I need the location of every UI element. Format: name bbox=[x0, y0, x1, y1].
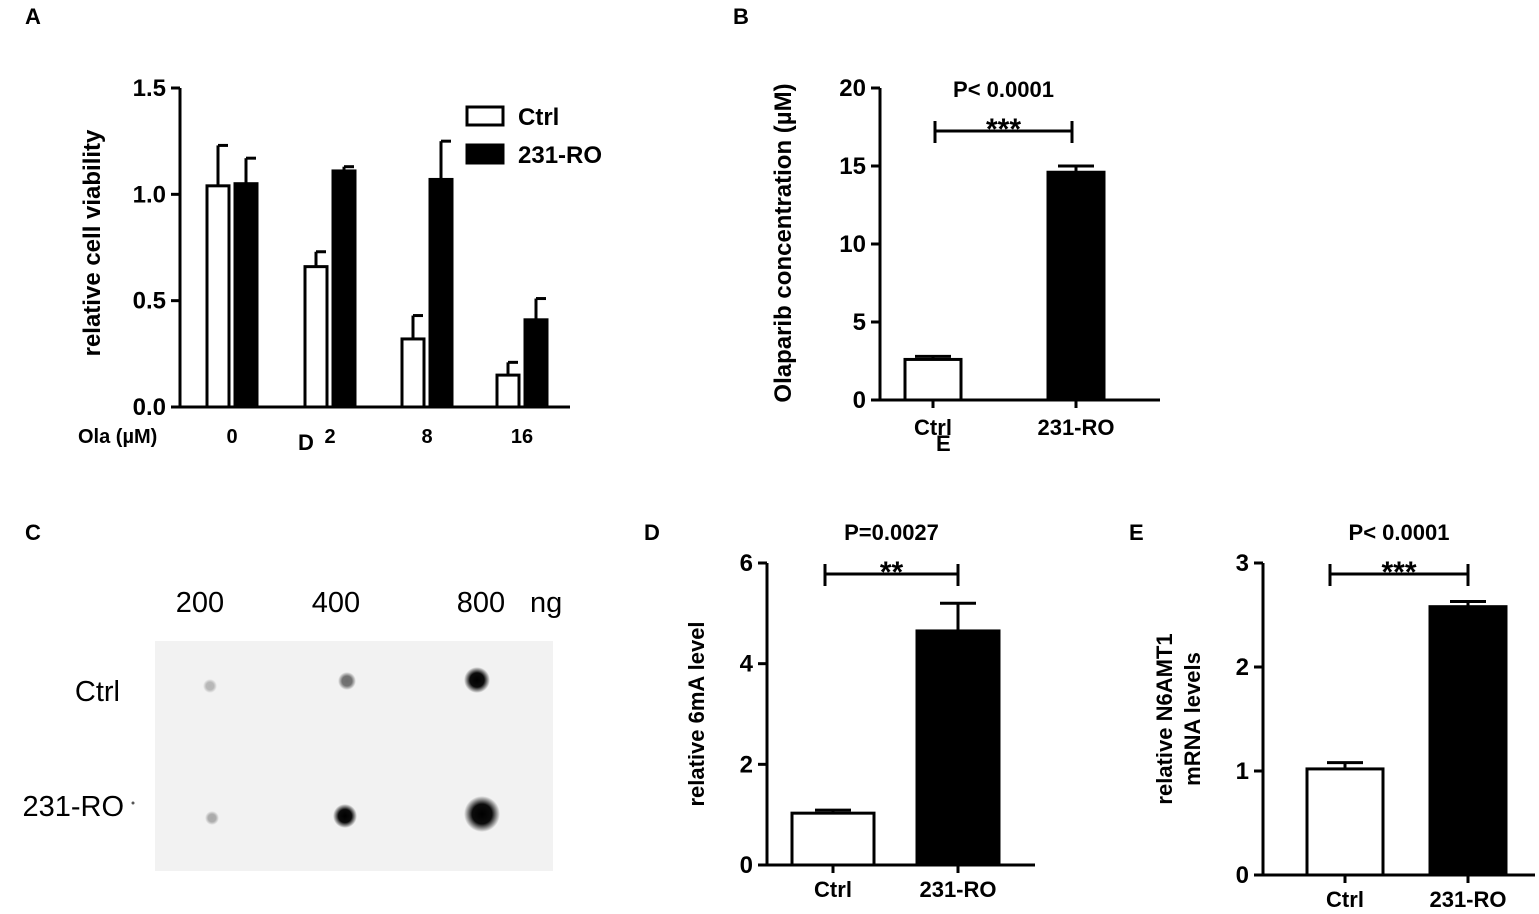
blot-unit-label: ng bbox=[530, 587, 562, 619]
x-category-label: Ctrl bbox=[914, 415, 952, 440]
bar bbox=[303, 265, 329, 409]
blot-amount-label: 400 bbox=[312, 587, 360, 619]
blot-amount-label: 200 bbox=[176, 587, 224, 619]
p-value-label: P< 0.0001 bbox=[953, 77, 1054, 102]
x-category-label: Ctrl bbox=[1326, 887, 1364, 912]
stray-label-d: D bbox=[298, 430, 314, 455]
chart-a-cell-viability: relative cell viability Ola (µM) 0.0 0.5 1… bbox=[78, 75, 602, 448]
y-tick-label: 0.5 bbox=[133, 288, 166, 315]
chart-e-y-axis-label-line2: mRNA levels bbox=[1180, 652, 1205, 786]
y-tick-label: 6 bbox=[740, 550, 753, 577]
x-category-label: 231-RO bbox=[1429, 887, 1506, 912]
legend-swatch bbox=[465, 105, 505, 127]
y-tick-label: 0.0 bbox=[133, 394, 166, 421]
dot-blot: 200 400 800 ng Ctrl 231-RO bbox=[22, 587, 562, 871]
chart-e-n6amt1-mrna: relative N6AMT1 mRNA levels 0 1 2 3 Ctrl 231-… bbox=[1152, 520, 1535, 912]
blot-dot bbox=[205, 811, 219, 825]
panel-letter-b: B bbox=[733, 4, 749, 29]
bar bbox=[331, 169, 357, 409]
y-tick-label: 0 bbox=[740, 852, 753, 879]
chart-b-olaparib-concentration: Olaparib concentration (µM) 0 5 10 15 20 Ctrl… bbox=[770, 75, 1160, 440]
bar bbox=[1046, 170, 1106, 402]
bar bbox=[915, 629, 1001, 867]
y-tick-label: 1.5 bbox=[133, 75, 166, 102]
bar bbox=[903, 357, 963, 402]
blot-dot bbox=[203, 679, 217, 693]
blot-row-label: 231-RO bbox=[22, 791, 124, 823]
p-value-label: P=0.0027 bbox=[844, 520, 939, 545]
y-tick-label: 0 bbox=[1236, 862, 1249, 889]
chart-d-6ma-level: relative 6mA level 0 2 4 6 Ctrl 231-RO P=0.002… bbox=[684, 520, 1035, 902]
bar bbox=[205, 184, 231, 409]
y-tick-label: 1.0 bbox=[133, 181, 166, 208]
blot-dot bbox=[464, 796, 500, 832]
significance-stars: ** bbox=[880, 556, 904, 589]
blot-row-label: Ctrl bbox=[75, 676, 120, 708]
blot-dot bbox=[338, 672, 356, 690]
y-tick-label: 5 bbox=[853, 309, 866, 336]
chart-a-y-axis-label: relative cell viability bbox=[79, 129, 106, 356]
x-category-label: 8 bbox=[421, 426, 432, 448]
y-tick-label: 1 bbox=[1236, 758, 1249, 785]
bar bbox=[790, 811, 876, 867]
chart-a-x-prefix: Ola (µM) bbox=[78, 426, 157, 448]
x-category-label: 231-RO bbox=[1037, 415, 1114, 440]
blot-amount-label: 800 bbox=[457, 587, 505, 619]
y-tick-label: 3 bbox=[1236, 550, 1249, 577]
bar bbox=[523, 318, 549, 409]
chart-e-y-axis-label-line1: relative N6AMT1 bbox=[1152, 633, 1177, 804]
stray-label-e: E bbox=[936, 431, 951, 456]
y-tick-label: 15 bbox=[839, 153, 866, 180]
legend-swatch bbox=[465, 143, 505, 165]
bar bbox=[1428, 605, 1508, 877]
y-tick-label: 2 bbox=[1236, 654, 1249, 681]
x-category-label: 2 bbox=[324, 426, 335, 448]
y-tick-label: 20 bbox=[839, 75, 866, 102]
bar bbox=[233, 182, 259, 409]
bar bbox=[495, 373, 521, 409]
chart-d-y-axis-label: relative 6mA level bbox=[684, 621, 709, 806]
bar bbox=[428, 177, 454, 409]
y-tick-label: 10 bbox=[839, 231, 866, 258]
y-tick-label: 0 bbox=[853, 387, 866, 414]
panel-letter-a: A bbox=[25, 4, 41, 29]
panel-letter-d: D bbox=[644, 520, 660, 545]
bar bbox=[1305, 767, 1385, 877]
legend-label: 231-RO bbox=[518, 142, 602, 169]
panel-letter-c: C bbox=[25, 520, 41, 545]
p-value-label: P< 0.0001 bbox=[1349, 520, 1450, 545]
y-tick-label: 4 bbox=[740, 651, 754, 678]
significance-stars: *** bbox=[986, 113, 1021, 146]
blot-dot bbox=[333, 804, 357, 828]
x-category-label: Ctrl bbox=[814, 877, 852, 902]
x-category-label: 0 bbox=[226, 426, 237, 448]
x-category-label: 231-RO bbox=[919, 877, 996, 902]
blot-speck bbox=[131, 801, 135, 805]
bar bbox=[400, 337, 426, 409]
chart-b-y-axis-label: Olaparib concentration (µM) bbox=[770, 83, 797, 402]
y-tick-label: 2 bbox=[740, 751, 753, 778]
x-category-label: 16 bbox=[511, 426, 533, 448]
panel-letter-e: E bbox=[1129, 520, 1144, 545]
legend-label: Ctrl bbox=[518, 104, 559, 131]
significance-stars: *** bbox=[1381, 556, 1416, 589]
blot-dot bbox=[464, 667, 490, 693]
